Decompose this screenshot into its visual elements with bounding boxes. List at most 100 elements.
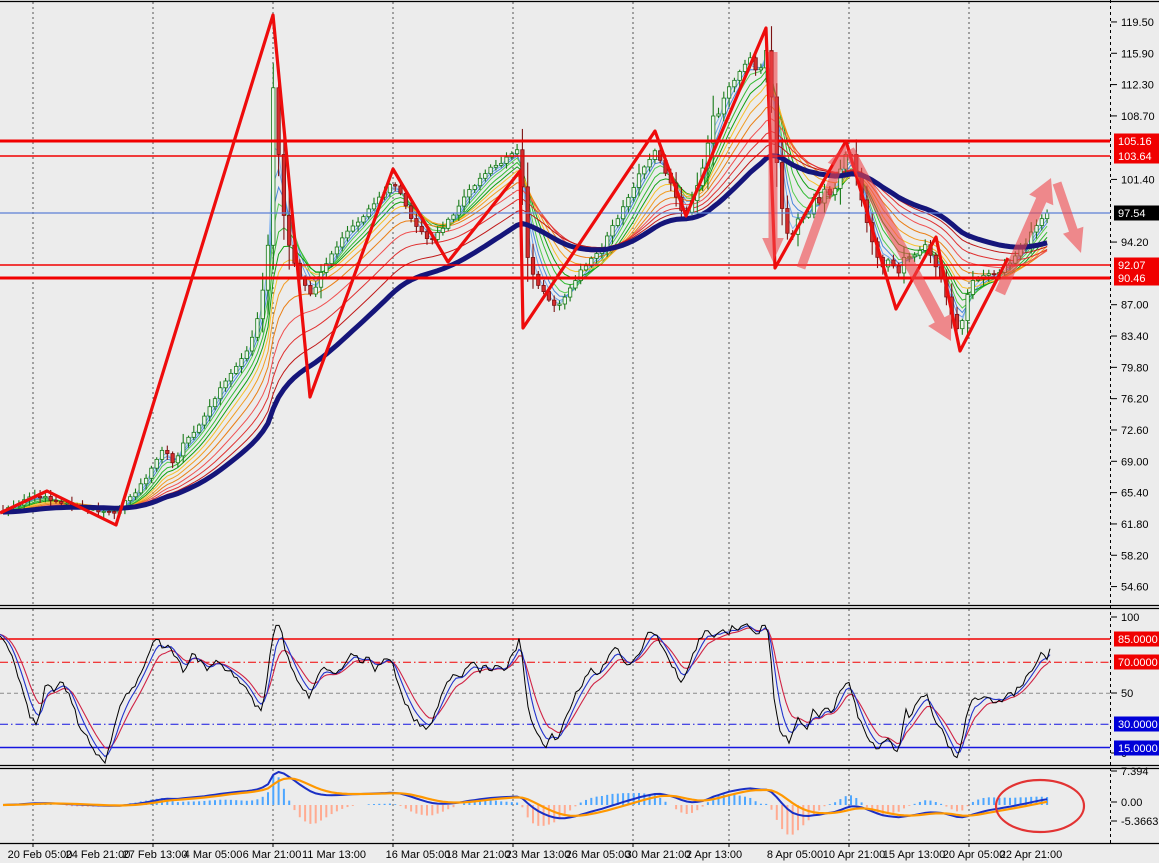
candle-body bbox=[64, 502, 69, 505]
macd-histogram-bar bbox=[1030, 796, 1033, 805]
macd-histogram-bar bbox=[585, 799, 587, 805]
candle-body bbox=[583, 265, 589, 271]
candle-body bbox=[615, 218, 620, 226]
candle-body bbox=[737, 71, 742, 81]
highlight-ellipse[interactable] bbox=[994, 778, 1086, 834]
macd-histogram-bar bbox=[834, 802, 837, 805]
navy-slow-ma-line bbox=[2, 153, 1048, 515]
macd-histogram-bar bbox=[881, 805, 884, 816]
zigzag-trendline[interactable] bbox=[0, 13, 1010, 527]
axis-price-tag-text: 105.16 bbox=[1118, 136, 1152, 148]
candle-body bbox=[43, 496, 48, 499]
time-axis-label: 24 Feb 21:00 bbox=[66, 849, 131, 861]
axis-tick-label: 100 bbox=[1121, 612, 1139, 624]
macd-histogram-bar bbox=[590, 797, 593, 805]
macd-histogram-bar bbox=[187, 801, 190, 805]
candle-body bbox=[965, 294, 970, 321]
time-axis-label: 11 Mar 13:00 bbox=[302, 849, 366, 861]
candle-body bbox=[239, 358, 244, 367]
macd-histogram-bar bbox=[1014, 797, 1017, 805]
macd-histogram-bar bbox=[282, 788, 285, 805]
candle-body bbox=[594, 253, 599, 259]
macd-histogram-bar bbox=[738, 795, 741, 805]
macd-histogram-bar bbox=[468, 801, 471, 805]
axis-tick-label: 119.50 bbox=[1121, 17, 1154, 29]
candle-body bbox=[732, 79, 737, 88]
candlestick-layer bbox=[0, 26, 1050, 520]
macd-histogram-bar bbox=[341, 805, 344, 809]
axis-tick-label: 58.20 bbox=[1121, 550, 1149, 562]
macd-histogram-bar bbox=[256, 799, 259, 805]
candle-body bbox=[562, 296, 567, 305]
candle-body bbox=[626, 197, 631, 208]
axis-price-tag[interactable] bbox=[1114, 654, 1159, 670]
candle-body bbox=[186, 436, 191, 444]
navy-ma-layer bbox=[2, 153, 1048, 515]
time-axis-label: 16 Mar 05:00 bbox=[386, 849, 451, 861]
axis-price-tag[interactable] bbox=[1114, 148, 1159, 164]
macd-histogram-bar bbox=[600, 796, 603, 805]
trend-arrow[interactable] bbox=[995, 178, 1054, 296]
candle-body bbox=[181, 442, 186, 457]
candle-body bbox=[302, 278, 308, 286]
candle-body bbox=[536, 273, 541, 286]
macd-histogram-bar bbox=[198, 801, 201, 805]
axis-price-tag[interactable] bbox=[1114, 716, 1159, 732]
macd-histogram-bar bbox=[383, 803, 386, 805]
level-lines-layer[interactable] bbox=[0, 139, 1110, 280]
trend-arrow[interactable] bbox=[762, 52, 784, 262]
axis-tick-label: 7.394 bbox=[1121, 766, 1149, 778]
macd-histogram-bar bbox=[224, 799, 227, 805]
macd-histogram-bar bbox=[903, 805, 905, 809]
candle-body bbox=[986, 273, 991, 276]
candle-body bbox=[313, 286, 318, 295]
time-axis-label: 10 Apr 21:00 bbox=[823, 849, 885, 861]
axis-tick-label: -5.3663 bbox=[1121, 816, 1158, 828]
candle-body bbox=[334, 246, 340, 255]
macd-histogram-bar bbox=[749, 797, 752, 805]
axis-price-tag-text: 70.0000 bbox=[1118, 657, 1158, 669]
axis-price-tag[interactable] bbox=[1114, 631, 1159, 647]
axis-price-tag-text: 90.46 bbox=[1118, 273, 1146, 285]
macd-histogram-bar bbox=[452, 805, 455, 808]
candle-body bbox=[917, 250, 923, 256]
macd-histogram-bar bbox=[261, 796, 264, 805]
macd-histogram-bar bbox=[431, 805, 434, 816]
drawn-objects-layer[interactable] bbox=[0, 13, 1084, 527]
macd-histogram-bar bbox=[982, 797, 985, 805]
axis-tick-label: 94.20 bbox=[1121, 237, 1149, 249]
axis-price-tag-text: 97.54 bbox=[1118, 208, 1146, 220]
axis-price-tag[interactable] bbox=[1114, 270, 1159, 286]
macd-histogram-bar bbox=[1009, 797, 1011, 805]
candle-body bbox=[393, 184, 398, 187]
macd-histogram-bar bbox=[807, 805, 810, 821]
trend-arrow[interactable] bbox=[1052, 181, 1084, 254]
macd-histogram-bar bbox=[330, 805, 333, 815]
trend-arrow[interactable] bbox=[844, 147, 952, 341]
macd-histogram-bar bbox=[532, 805, 534, 824]
candle-body bbox=[647, 159, 652, 168]
macd-histogram-bar bbox=[171, 801, 174, 805]
candle-body bbox=[753, 57, 758, 71]
axis-tick-label: 54.60 bbox=[1121, 582, 1149, 594]
trend-arrow[interactable] bbox=[796, 144, 848, 270]
candle-body bbox=[271, 87, 276, 246]
candle-body bbox=[355, 221, 361, 227]
candle-body bbox=[721, 97, 726, 115]
macd-histogram-bar bbox=[691, 805, 693, 813]
candle-body bbox=[244, 350, 249, 359]
macd-histogram-bar bbox=[473, 801, 476, 805]
candle-body bbox=[287, 215, 292, 246]
candle-body bbox=[138, 483, 143, 494]
macd-histogram-bar bbox=[214, 800, 216, 805]
axis-price-tag[interactable] bbox=[1114, 205, 1159, 221]
time-axis-label: 2 Apr 13:00 bbox=[686, 849, 742, 861]
axis-price-tag[interactable] bbox=[1114, 740, 1159, 756]
stoch-main-line bbox=[0, 623, 1051, 765]
candle-body bbox=[652, 150, 658, 160]
ma-line bbox=[2, 54, 1048, 514]
axis-price-tag[interactable] bbox=[1114, 133, 1159, 149]
axis-price-tag[interactable] bbox=[1114, 257, 1159, 273]
